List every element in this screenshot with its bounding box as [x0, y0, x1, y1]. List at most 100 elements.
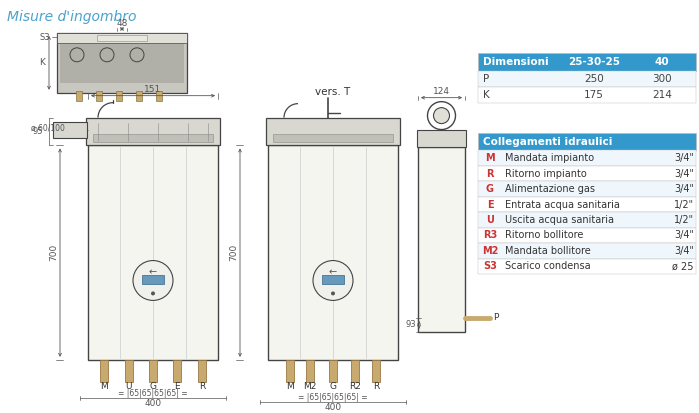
Text: M: M: [286, 382, 294, 391]
Bar: [329, 360, 337, 382]
Text: 151: 151: [145, 85, 161, 94]
Text: K: K: [483, 90, 490, 100]
Bar: [136, 91, 142, 101]
Text: Dimensioni: Dimensioni: [483, 57, 549, 67]
Bar: [198, 360, 206, 382]
Bar: [478, 259, 696, 274]
Bar: [97, 35, 147, 41]
Bar: [478, 53, 696, 71]
Bar: [418, 147, 465, 332]
Text: M: M: [100, 382, 108, 391]
Text: ø 60/100: ø 60/100: [31, 123, 65, 132]
Bar: [142, 275, 164, 285]
Text: vers. T: vers. T: [315, 87, 351, 97]
Text: 3/4": 3/4": [674, 184, 694, 194]
Circle shape: [151, 292, 155, 295]
Text: Collegamenti idraulici: Collegamenti idraulici: [483, 137, 612, 147]
Text: M2: M2: [482, 246, 498, 256]
Bar: [273, 133, 393, 142]
Text: 25-30-25: 25-30-25: [568, 57, 620, 67]
Text: 40: 40: [655, 57, 670, 67]
Bar: [478, 181, 696, 197]
Bar: [478, 212, 696, 228]
Text: G: G: [329, 382, 336, 391]
Bar: [60, 36, 184, 83]
Text: Mandata impianto: Mandata impianto: [505, 153, 594, 163]
Bar: [173, 360, 181, 382]
Text: S3: S3: [483, 261, 497, 271]
Text: P: P: [493, 313, 498, 323]
Circle shape: [433, 108, 449, 123]
Text: 1/2": 1/2": [674, 199, 694, 209]
Text: M: M: [485, 153, 495, 163]
Text: 175: 175: [584, 90, 604, 100]
Text: 3/4": 3/4": [674, 153, 694, 163]
Text: 300: 300: [652, 74, 672, 84]
Bar: [57, 33, 187, 43]
Text: G: G: [150, 382, 157, 391]
Text: S3: S3: [39, 33, 50, 43]
Text: 700: 700: [50, 244, 59, 261]
Bar: [478, 166, 696, 181]
Text: 1/2": 1/2": [674, 215, 694, 225]
Bar: [478, 228, 696, 243]
Bar: [351, 360, 359, 382]
Text: M2: M2: [303, 382, 317, 391]
Text: ←: ←: [329, 268, 337, 278]
Text: 3/4": 3/4": [674, 246, 694, 256]
Text: U: U: [486, 215, 494, 225]
Bar: [478, 150, 696, 166]
Bar: [125, 360, 133, 382]
Text: 400: 400: [324, 403, 342, 412]
Bar: [478, 71, 696, 87]
Text: 3/4": 3/4": [674, 169, 694, 179]
Text: Misure d'ingombro: Misure d'ingombro: [7, 10, 136, 24]
Bar: [93, 133, 213, 142]
Bar: [417, 130, 466, 147]
Bar: [156, 91, 162, 101]
Circle shape: [331, 292, 335, 295]
Bar: [286, 360, 294, 382]
Text: ø 25: ø 25: [672, 261, 694, 271]
Text: R3: R3: [483, 230, 497, 240]
Bar: [76, 91, 82, 101]
Text: R: R: [199, 382, 205, 391]
Text: Entrata acqua sanitaria: Entrata acqua sanitaria: [505, 199, 620, 209]
Text: Scarico condensa: Scarico condensa: [505, 261, 591, 271]
Bar: [322, 275, 344, 285]
Text: Uscita acqua sanitaria: Uscita acqua sanitaria: [505, 215, 614, 225]
Bar: [100, 360, 108, 382]
Text: 124: 124: [433, 87, 450, 96]
Text: 700: 700: [229, 244, 238, 261]
Text: U: U: [126, 382, 132, 391]
Bar: [96, 91, 102, 101]
Bar: [372, 360, 380, 382]
Bar: [53, 121, 87, 138]
Text: = |65|65|65|65| =: = |65|65|65|65| =: [118, 389, 188, 398]
Bar: [478, 243, 696, 259]
Bar: [306, 360, 314, 382]
Text: P: P: [483, 74, 489, 84]
Text: 250: 250: [584, 74, 604, 84]
Circle shape: [313, 261, 353, 300]
Bar: [57, 33, 187, 93]
Text: Ritorno bollitore: Ritorno bollitore: [505, 230, 584, 240]
Text: K: K: [39, 58, 45, 67]
Text: 48: 48: [116, 19, 128, 28]
Text: = |65|65|65|65| =: = |65|65|65|65| =: [298, 393, 368, 402]
Bar: [88, 145, 218, 360]
Text: R: R: [373, 382, 379, 391]
Text: 95: 95: [32, 127, 43, 136]
Text: R: R: [487, 169, 493, 179]
Bar: [268, 145, 398, 360]
Text: G: G: [486, 184, 494, 194]
Text: Mandata bollitore: Mandata bollitore: [505, 246, 591, 256]
Text: Ritorno impianto: Ritorno impianto: [505, 169, 586, 179]
Bar: [478, 197, 696, 212]
Text: E: E: [174, 382, 180, 391]
Text: ←: ←: [149, 268, 157, 278]
Text: 93: 93: [405, 320, 416, 330]
Circle shape: [133, 261, 173, 300]
Bar: [116, 91, 122, 101]
Text: 3/4": 3/4": [674, 230, 694, 240]
